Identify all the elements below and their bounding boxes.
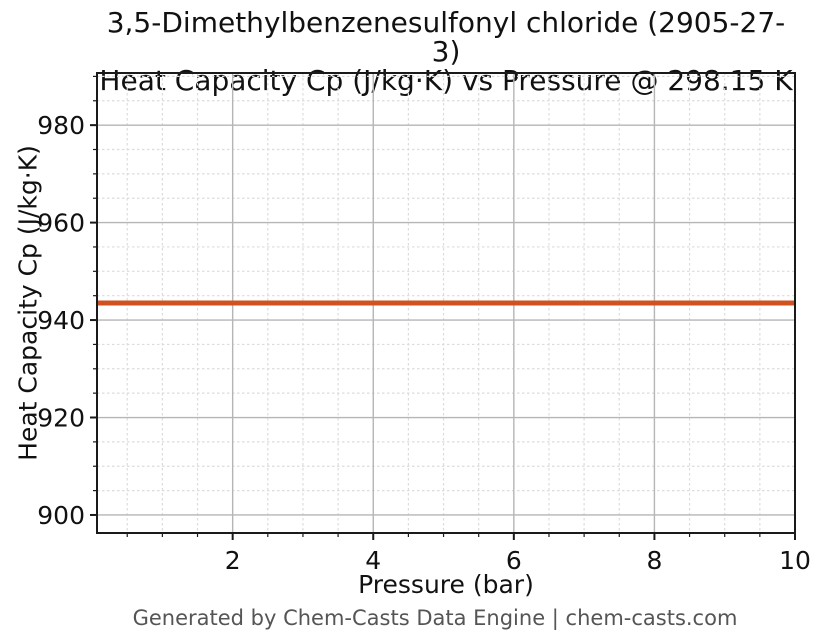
y-tick-label: 980 (37, 111, 85, 140)
chart-title-line1: 3,5-Dimethylbenzenesulfonyl chloride (29… (106, 6, 786, 68)
x-tick-label: 4 (365, 546, 381, 575)
y-tick-label: 900 (37, 501, 85, 530)
x-tick-label: 8 (646, 546, 662, 575)
x-tick-label: 2 (225, 546, 241, 575)
y-tick-label: 960 (37, 209, 85, 238)
x-tick-label: 10 (779, 546, 811, 575)
x-tick-label: 6 (506, 546, 522, 575)
y-tick-label: 940 (37, 306, 85, 335)
chart-title: 3,5-Dimethylbenzenesulfonyl chloride (29… (97, 8, 795, 95)
axes-spine (96, 72, 796, 534)
chart-title-line2: Heat Capacity Cp (J/kg·K) vs Pressure @ … (99, 64, 793, 97)
y-tick-label: 920 (37, 404, 85, 433)
x-axis-label: Pressure (bar) (358, 570, 534, 599)
footer-credit: Generated by Chem-Casts Data Engine | ch… (132, 606, 738, 630)
y-axis-label: Heat Capacity Cp (J/kg·K) (13, 145, 43, 461)
